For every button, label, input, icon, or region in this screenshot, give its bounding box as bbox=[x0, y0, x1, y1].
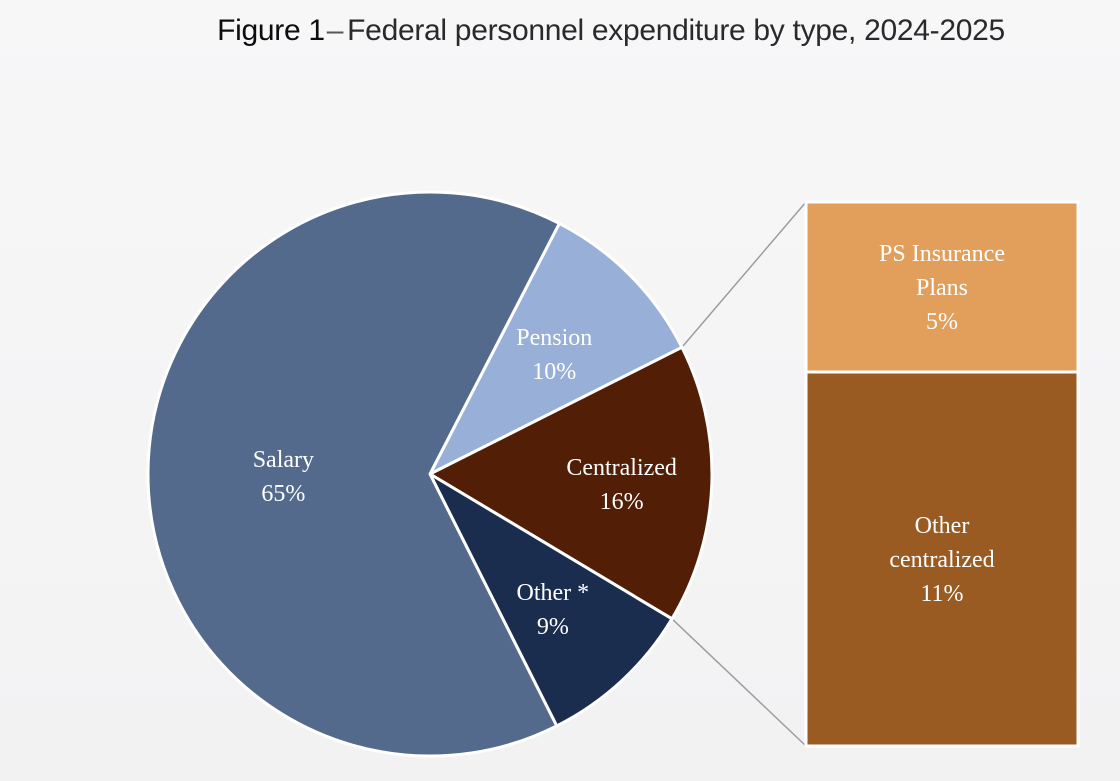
breakdown-label-ps-insurance-plans-1: Plans bbox=[916, 275, 968, 301]
connector-lines bbox=[671, 201, 807, 747]
slice-label-pension: Pension bbox=[516, 325, 592, 351]
breakdown-bar: PS Insurance Plans 5% Other centralized 11% bbox=[804, 200, 1080, 748]
pie-slice-salary bbox=[146, 190, 561, 758]
breakdown-segment-ps-insurance-plans bbox=[804, 200, 1080, 374]
pie-slice-centralized bbox=[428, 345, 714, 621]
slice-label-salary: Salary bbox=[253, 447, 314, 473]
breakdown-label-ps-insurance-plans-0: PS Insurance bbox=[879, 241, 1005, 267]
breakdown-label-other-centralized-0: Other bbox=[915, 513, 970, 539]
slice-value-other: 9% bbox=[537, 614, 569, 640]
figure-title: Figure 1– Federal personnel expenditure b… bbox=[0, 14, 1120, 48]
slice-value-centralized: 16% bbox=[600, 489, 644, 515]
slice-value-pension: 10% bbox=[532, 359, 576, 385]
breakdown-label-other-centralized-1: centralized bbox=[889, 547, 994, 573]
pie-slice-pension bbox=[428, 221, 684, 476]
figure-number: Figure 1 bbox=[217, 14, 325, 47]
breakdown-segment-other-centralized bbox=[804, 370, 1080, 748]
slice-label-centralized: Centralized bbox=[566, 455, 677, 481]
data-labels: Pension 10% Centralized 16% Other * 9% Salary 6… bbox=[253, 325, 677, 640]
slice-label-other: Other * bbox=[517, 580, 590, 606]
figure-dash: – bbox=[326, 14, 344, 47]
slice-value-salary: 65% bbox=[261, 481, 305, 507]
pie-slices bbox=[146, 190, 714, 758]
connector-line-top bbox=[681, 201, 807, 348]
pie-slice-other bbox=[428, 472, 674, 728]
connector-line-bottom bbox=[671, 618, 807, 747]
breakdown-value-ps-insurance-plans: 5% bbox=[926, 309, 958, 335]
figure-caption: Federal personnel expenditure by type, 2… bbox=[347, 14, 1005, 47]
breakdown-value-other-centralized: 11% bbox=[920, 581, 963, 607]
